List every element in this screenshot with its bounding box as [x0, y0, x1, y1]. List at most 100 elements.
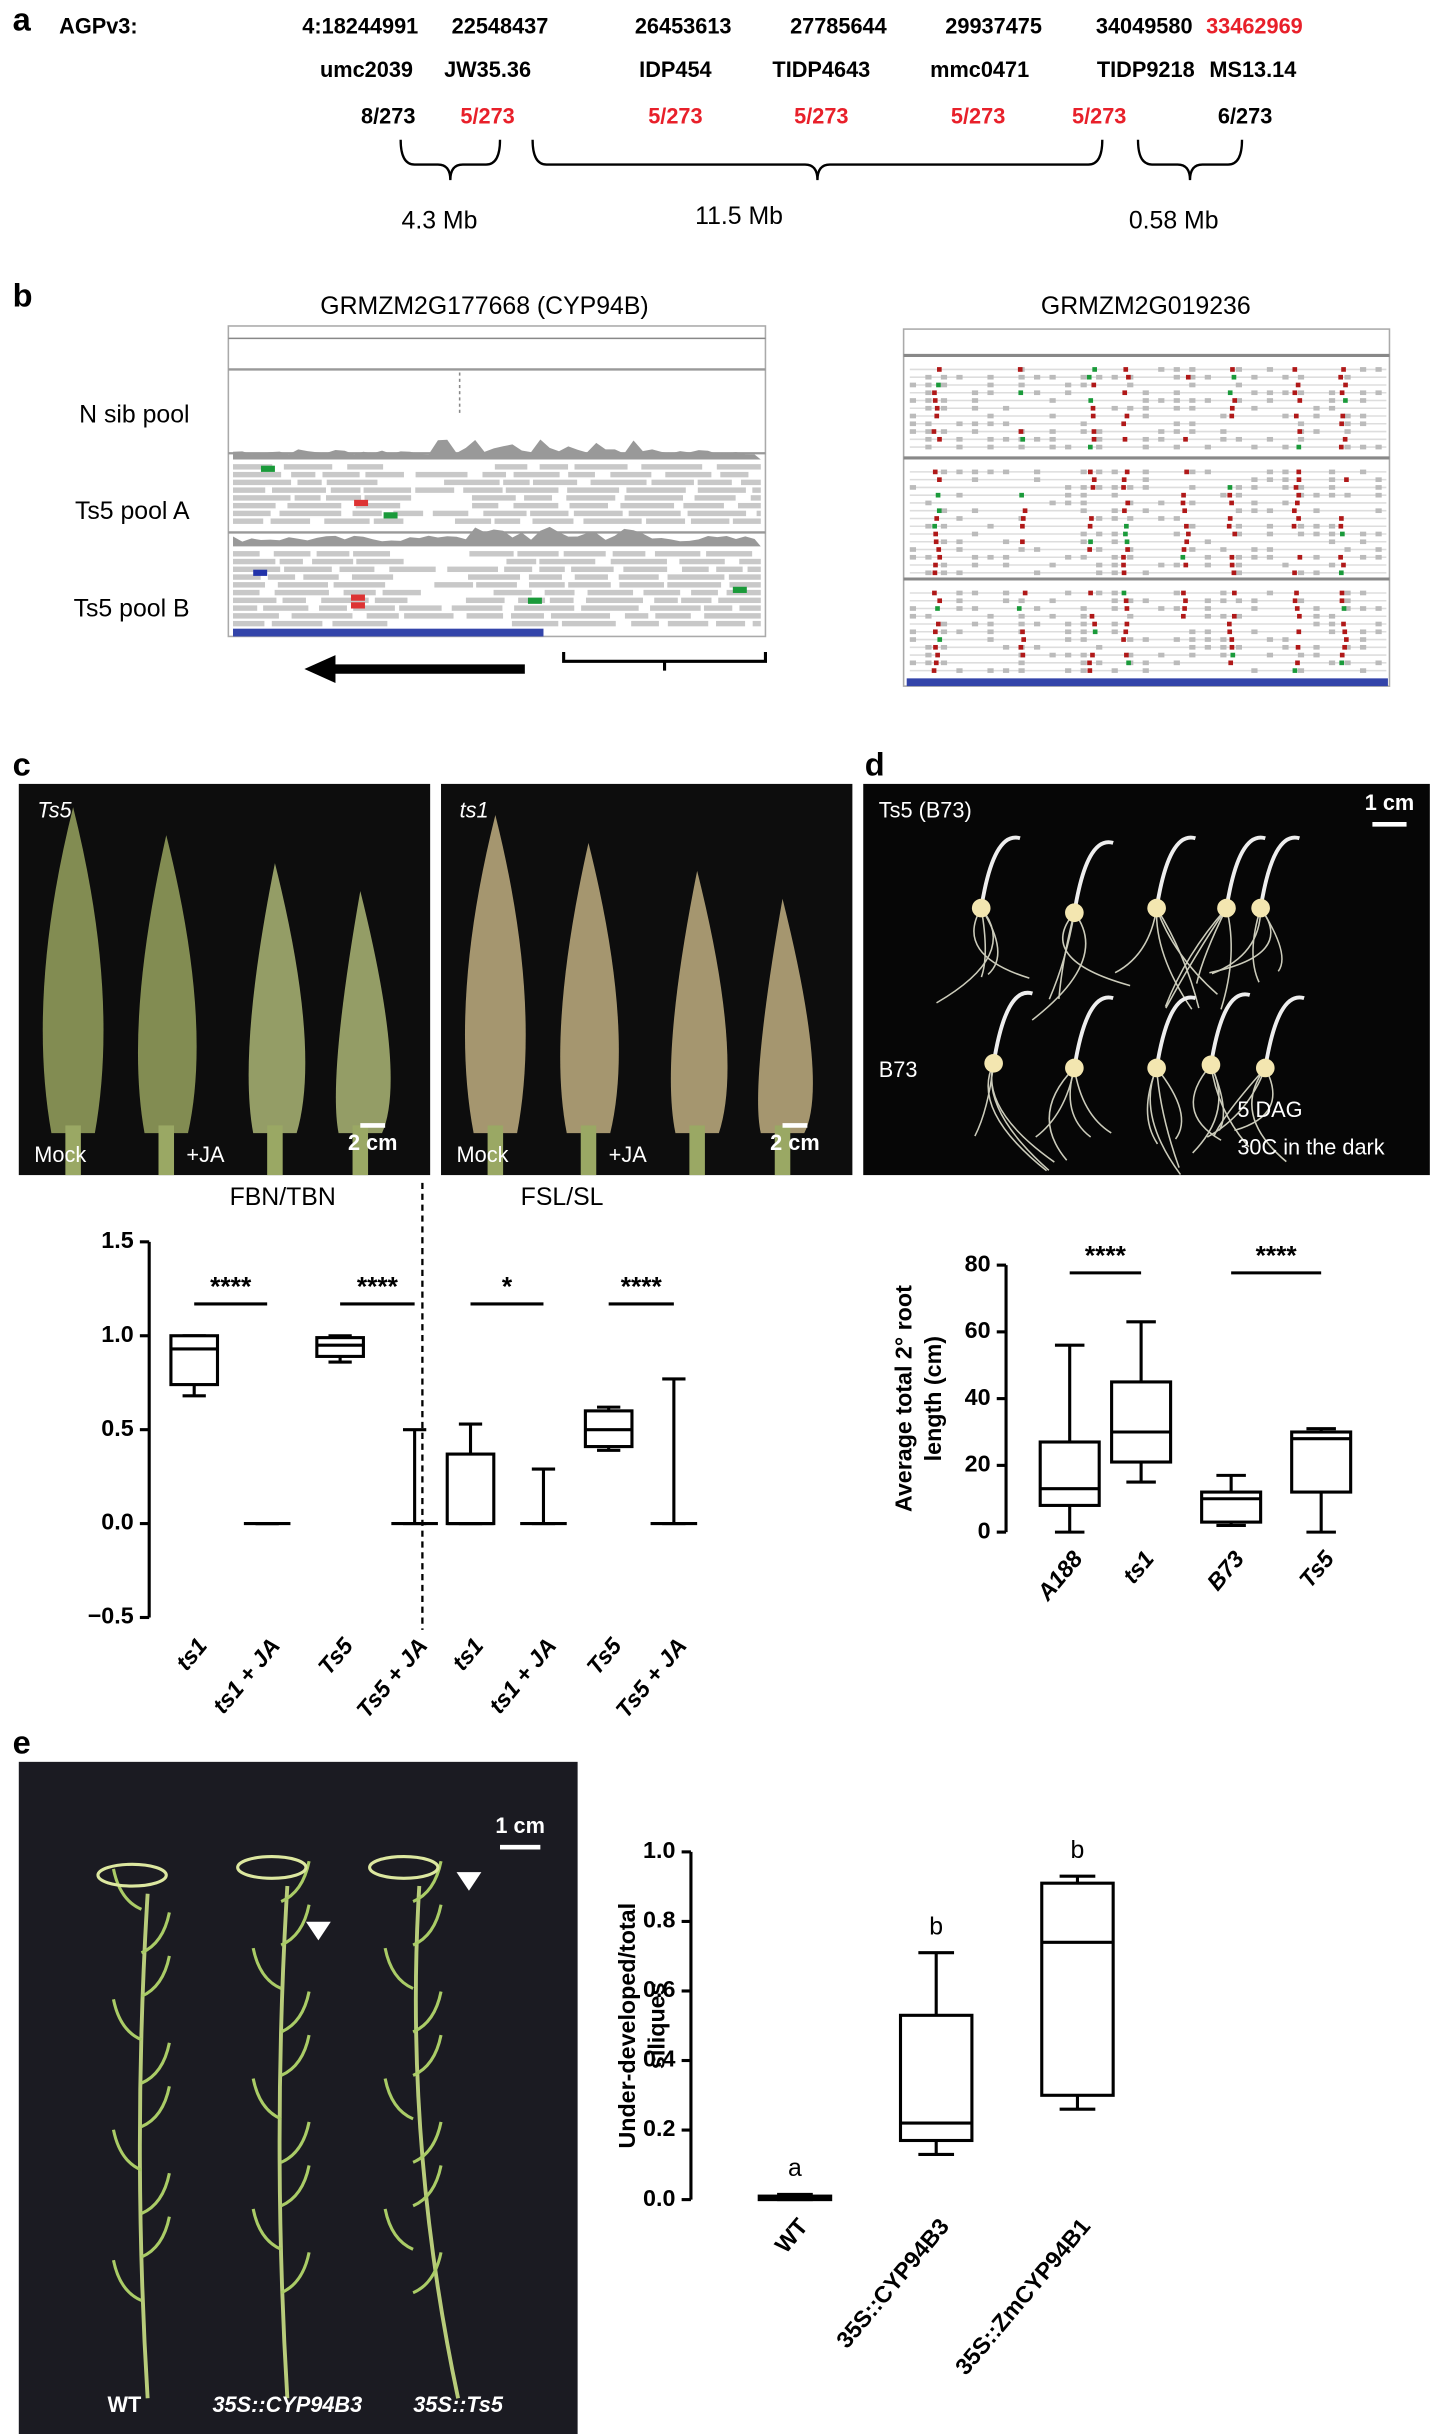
variant — [1126, 374, 1131, 380]
variant — [1088, 590, 1093, 596]
read — [925, 382, 932, 388]
read — [1111, 516, 1118, 521]
read — [1344, 547, 1351, 552]
root — [1048, 912, 1076, 1000]
read — [1127, 554, 1134, 560]
read — [583, 518, 642, 524]
read — [1359, 390, 1367, 396]
read — [1127, 652, 1134, 658]
marker-name: TIDP4643 — [772, 57, 870, 82]
read — [971, 390, 979, 396]
significance-label: **** — [1085, 1240, 1127, 1270]
read — [1158, 500, 1165, 506]
read — [1204, 613, 1211, 619]
read — [233, 605, 258, 611]
read — [563, 551, 606, 557]
read — [909, 660, 917, 666]
read — [728, 574, 761, 580]
read — [987, 637, 994, 642]
read — [1375, 485, 1382, 490]
variant — [1227, 485, 1233, 490]
read — [1251, 606, 1258, 611]
read — [1080, 554, 1087, 560]
significance-label: **** — [621, 1271, 663, 1301]
read — [1328, 390, 1336, 396]
read — [1096, 429, 1103, 434]
read — [1266, 390, 1274, 396]
read — [1235, 367, 1243, 372]
significance-label: * — [502, 1271, 513, 1301]
read — [1204, 598, 1211, 604]
read — [355, 502, 401, 509]
read — [925, 660, 932, 666]
read — [1235, 554, 1243, 560]
read — [373, 518, 404, 524]
read — [1266, 523, 1274, 529]
read — [1065, 652, 1072, 658]
read — [1375, 547, 1382, 552]
tassel — [42, 807, 104, 1134]
read — [1375, 629, 1382, 635]
read — [1049, 598, 1056, 604]
variant — [1121, 562, 1126, 568]
variant — [933, 539, 939, 545]
read — [1080, 652, 1087, 658]
read — [1033, 547, 1041, 552]
root — [1213, 1067, 1266, 1137]
read — [1096, 590, 1103, 596]
recombinant-count: 5/273 — [648, 104, 702, 129]
read — [619, 582, 664, 588]
variant — [1121, 637, 1126, 642]
read — [697, 479, 732, 486]
read — [1375, 444, 1382, 450]
read — [353, 551, 391, 557]
read — [432, 510, 469, 517]
variant — [1088, 469, 1093, 475]
read — [628, 510, 681, 517]
condition-note: 30C in the dark — [1237, 1134, 1384, 1159]
read — [1065, 629, 1072, 635]
read — [909, 547, 917, 552]
seedling — [1154, 995, 1196, 1069]
read — [940, 382, 948, 388]
read — [925, 398, 932, 403]
read — [1080, 492, 1087, 498]
read — [1173, 429, 1180, 434]
read — [971, 562, 979, 568]
read — [1096, 570, 1103, 576]
read — [1313, 652, 1320, 658]
variant — [1227, 516, 1233, 521]
box — [315, 1336, 365, 1358]
read — [971, 477, 979, 482]
read — [1142, 477, 1149, 482]
read — [1065, 590, 1072, 596]
read — [274, 589, 329, 596]
variant — [1018, 429, 1024, 434]
read — [971, 469, 979, 475]
read — [1173, 516, 1180, 521]
seedling — [979, 835, 1021, 909]
read — [1235, 523, 1243, 529]
read — [626, 487, 686, 493]
variant — [1229, 637, 1235, 642]
silique — [412, 2252, 443, 2295]
read — [1266, 398, 1274, 403]
variant — [1020, 516, 1026, 521]
read — [1080, 429, 1087, 434]
read — [1127, 516, 1134, 521]
recombinant-count: 6/273 — [1218, 104, 1272, 129]
gene-model — [233, 628, 544, 637]
recombinant-count: 5/273 — [460, 104, 514, 129]
recombinant-count: 8/273 — [361, 104, 415, 129]
read — [691, 589, 718, 596]
read — [1158, 516, 1165, 521]
read — [1266, 547, 1274, 552]
read — [1282, 469, 1289, 475]
read — [1297, 598, 1305, 604]
variant — [937, 554, 943, 560]
read — [1375, 606, 1382, 611]
variant — [1182, 508, 1188, 514]
read — [1297, 523, 1305, 529]
marker-name: IDP454 — [639, 57, 711, 82]
